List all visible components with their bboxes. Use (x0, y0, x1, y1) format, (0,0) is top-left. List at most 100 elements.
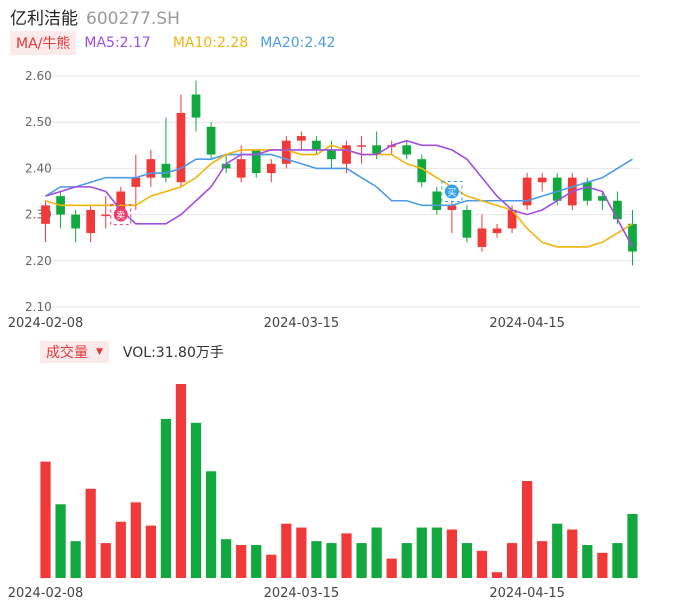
ma5-line (45, 139, 634, 248)
candle-body (206, 126, 216, 155)
candle-body (372, 145, 381, 155)
volume-bar (115, 521, 126, 578)
candle-body (281, 140, 291, 164)
volume-x-tick-label: 2024-02-08 (8, 586, 84, 601)
volume-bar (506, 543, 518, 578)
volume-bar (416, 527, 427, 578)
volume-bar (251, 545, 262, 578)
volume-bar (537, 541, 548, 578)
volume-x-ticks: 2024-02-08 2024-03-15 2024-04-15 (8, 586, 565, 601)
volume-bar (190, 422, 202, 578)
buy-signal-dot (444, 184, 459, 199)
candle-body (71, 214, 80, 229)
y-tick-label: 2.40 (25, 161, 52, 175)
volume-bar (567, 529, 578, 578)
volume-bar (221, 539, 232, 578)
buy-signal-label: 买 (447, 188, 456, 199)
volume-x-tick-label: 2024-03-15 (264, 586, 340, 601)
candlesticks (41, 80, 637, 266)
sell-signal-frame (110, 204, 132, 226)
volume-indicator-label: 成交量 (46, 345, 88, 361)
ma5-label: MA5:2.17 (84, 35, 151, 51)
candle-body (251, 149, 261, 174)
volume-bar (491, 572, 503, 578)
volume-bar (386, 558, 397, 578)
candle-body (598, 196, 607, 201)
candle-body (86, 209, 96, 234)
candle-body (297, 136, 306, 141)
ma-legend: MA/牛熊 MA5:2.17 MA10:2.28 MA20:2.42 (10, 31, 336, 55)
volume-indicator-dropdown[interactable]: 成交量 ▼ (40, 341, 109, 363)
candle-body (161, 163, 171, 178)
volume-legend: 成交量 ▼ VOL:31.80万手 (40, 341, 224, 363)
x-tick-label: 2024-03-15 (264, 316, 340, 331)
candle-body (447, 205, 457, 210)
volume-bar (597, 552, 608, 578)
volume-x-tick-label: 2024-04-15 (489, 586, 565, 601)
sell-signal-label: 卖 (116, 211, 125, 222)
buy-signal-frame (441, 181, 463, 202)
volume-bar (160, 418, 172, 578)
y-tick-label: 2.50 (25, 115, 52, 129)
sell-signal-dot (113, 207, 128, 222)
volume-bar (627, 513, 638, 578)
candle-body (402, 145, 412, 155)
candle-body (236, 159, 246, 178)
volume-bar (552, 523, 563, 578)
volume-bar (236, 545, 247, 578)
candle-body (492, 228, 502, 234)
volume-bar (266, 554, 277, 578)
candle-body (327, 149, 336, 160)
volume-bar (175, 384, 187, 578)
candle-body (176, 112, 186, 183)
candle-body (613, 200, 622, 220)
candle-body (462, 209, 472, 238)
candle-body (582, 182, 592, 201)
volume-bar (341, 533, 352, 578)
volume-bar (431, 527, 442, 578)
candle-body (116, 191, 126, 210)
volume-bar (612, 543, 623, 578)
volume-bar (311, 541, 322, 578)
volume-bar (582, 545, 593, 578)
y-tick-label: 2.60 (25, 69, 52, 83)
volume-bar (40, 461, 51, 578)
candle-body (417, 159, 427, 183)
candle-body (342, 145, 351, 164)
candle-body (101, 214, 111, 217)
candle-body (357, 145, 366, 147)
x-tick-label: 2024-02-08 (8, 316, 84, 331)
volume-value: VOL:31.80万手 (122, 345, 224, 361)
stock-code: 600277.SH (86, 9, 180, 29)
volume-bar (461, 543, 473, 578)
candle-body (628, 223, 637, 252)
price-y-ticks: 2.602.502.402.302.202.10 (25, 69, 52, 314)
trade-signals: 卖买 (110, 181, 463, 226)
x-tick-label: 2024-04-15 (489, 316, 565, 331)
candle-body (221, 163, 231, 169)
caret-down-icon: ▼ (96, 347, 103, 357)
y-tick-label: 2.20 (25, 254, 52, 268)
ma10-line (45, 144, 633, 248)
ma20-line (45, 153, 633, 207)
ma-indicator-tag[interactable]: MA/牛熊 (10, 31, 77, 55)
candle-body (312, 140, 321, 150)
candle-body (41, 205, 50, 224)
candle-body (146, 159, 156, 178)
candle-body (191, 94, 201, 118)
volume-bar (145, 525, 156, 578)
volume-bar (446, 529, 457, 578)
candle-body (537, 177, 547, 183)
volume-bar (296, 527, 307, 578)
y-tick-label: 2.10 (25, 300, 52, 314)
volume-bar (100, 543, 111, 578)
candle-body (522, 177, 532, 206)
stock-name: 亿利洁能 (10, 9, 78, 29)
volume-bar (130, 502, 141, 578)
volume-bar (326, 543, 337, 578)
candle-body (507, 209, 517, 229)
volume-bar (281, 523, 292, 578)
moving-averages (45, 139, 634, 248)
price-x-ticks: 2024-02-08 2024-03-15 2024-04-15 (8, 316, 565, 331)
